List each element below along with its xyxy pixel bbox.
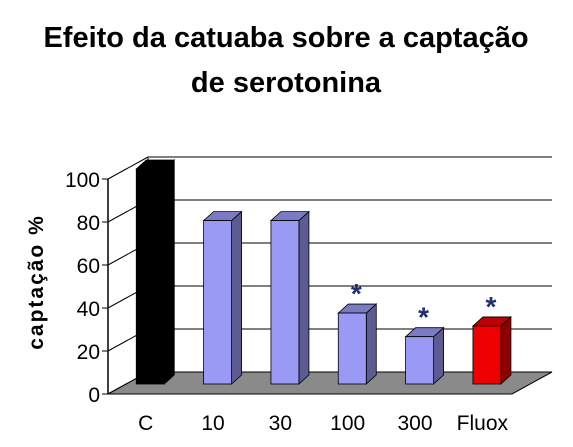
y-tick-label: 80	[77, 212, 100, 235]
y-tick-label: 0	[88, 384, 100, 407]
bar-side	[231, 210, 243, 385]
bar	[471, 316, 512, 385]
bar-side	[298, 210, 310, 385]
bar-front	[203, 220, 233, 385]
bar-side	[163, 159, 175, 385]
chart-title-line1: Efeito da catuaba sobre a captação	[43, 22, 528, 54]
x-tick-label: 100	[330, 412, 365, 435]
bar-front	[135, 168, 165, 385]
significance-asterisk: *	[418, 302, 429, 333]
x-tick-label: C	[138, 412, 153, 435]
y-axis-label: captação %	[25, 214, 48, 350]
x-tick-label: 30	[269, 412, 292, 435]
plot-area: 0 20 40 60 80 100 C 10 30 * 100 * 300 * Fluox	[65, 156, 553, 435]
bar-front	[472, 325, 502, 385]
bar-side	[365, 303, 377, 385]
bar	[269, 210, 310, 385]
significance-asterisk: *	[351, 278, 362, 309]
bar-front	[337, 312, 367, 385]
bar-side	[433, 326, 445, 385]
significance-asterisk: *	[485, 291, 496, 322]
bar	[404, 326, 445, 385]
bar-front	[270, 220, 300, 385]
bar	[135, 159, 176, 385]
y-tick-label: 100	[65, 169, 100, 192]
bar	[337, 303, 378, 385]
x-tick-label: 300	[397, 412, 432, 435]
bar	[202, 210, 243, 385]
y-tick-label: 60	[77, 255, 100, 278]
bar-side	[500, 316, 512, 385]
chart-title-line2: de serotonina	[191, 67, 382, 99]
bar-front	[405, 336, 435, 385]
x-tick-label: Fluox	[457, 412, 509, 435]
y-tick-label: 40	[77, 298, 100, 321]
y-tick-label: 20	[77, 341, 100, 364]
gridline-side	[107, 156, 149, 180]
x-tick-label: 10	[201, 412, 224, 435]
